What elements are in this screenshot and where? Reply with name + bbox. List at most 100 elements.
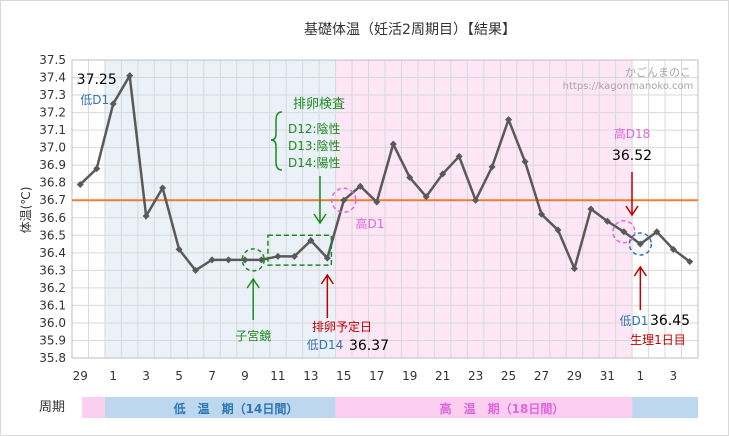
data-point bbox=[653, 228, 661, 236]
inspection-brace bbox=[270, 111, 283, 171]
y-tick-label: 36.6 bbox=[39, 211, 66, 225]
x-tick-label: 1 bbox=[637, 369, 645, 383]
data-point bbox=[373, 198, 381, 206]
high-d18-label: 高D18 bbox=[614, 126, 651, 141]
start-value-label: 37.25 bbox=[77, 72, 117, 88]
y-tick-label: 36.0 bbox=[39, 316, 66, 330]
period-label: 周期 bbox=[39, 400, 65, 415]
series-line bbox=[79, 71, 691, 273]
data-point bbox=[307, 237, 315, 245]
high-phase-bar bbox=[335, 397, 633, 418]
data-point bbox=[455, 152, 463, 160]
data-point bbox=[323, 254, 331, 262]
ovulation-test-box bbox=[267, 234, 333, 266]
ovulation-arrow-head bbox=[320, 273, 334, 285]
low-d14-label: 低D14 bbox=[307, 338, 344, 352]
data-point bbox=[290, 252, 298, 260]
data-point bbox=[570, 265, 578, 273]
data-point bbox=[505, 116, 513, 124]
data-point bbox=[422, 193, 430, 201]
inspection-line: D14:陽性 bbox=[288, 156, 341, 170]
y-tick-label: 37.1 bbox=[39, 123, 66, 137]
data-point bbox=[76, 180, 84, 188]
data-point bbox=[241, 256, 249, 264]
y-tick-label: 37.3 bbox=[39, 88, 66, 102]
x-tick-label: 13 bbox=[303, 369, 318, 383]
y-axis-label: 体温(℃) bbox=[19, 187, 33, 234]
x-tick-label: 23 bbox=[468, 369, 483, 383]
uterine-mirror-label: 子宮鏡 bbox=[235, 328, 271, 343]
x-tick-label: 11 bbox=[270, 369, 285, 383]
inspection-arrow-head bbox=[313, 213, 327, 225]
chart-title: 基礎体温（妊活2周期目）【結果】 bbox=[304, 21, 516, 38]
y-tick-labels: 37.5 37.4 37.3 37.2 37.1 37.0 36.9 36.8 36.7 36.6… bbox=[39, 53, 66, 365]
x-tick-label: 31 bbox=[600, 369, 615, 383]
inspection-line: D13:陰性 bbox=[288, 139, 341, 153]
inspection-line: D12:陰性 bbox=[288, 122, 341, 136]
high-phase-label: 高 温 期（18日間） bbox=[440, 401, 565, 416]
high-d1-marker bbox=[331, 187, 357, 213]
x-tick-label: 5 bbox=[175, 369, 183, 383]
period-arrow-head bbox=[633, 265, 647, 277]
low-d1-label: 低D1 bbox=[80, 93, 109, 107]
high-d18-marker bbox=[612, 220, 636, 244]
data-point bbox=[257, 256, 265, 264]
data-point bbox=[93, 165, 101, 173]
x-tick-label: 29 bbox=[73, 369, 88, 383]
low-phase-bar bbox=[104, 397, 336, 418]
previous-high-bar bbox=[82, 397, 105, 418]
data-point bbox=[472, 196, 480, 204]
data-point bbox=[587, 205, 595, 213]
y-tick-label: 36.5 bbox=[39, 228, 66, 242]
data-point bbox=[109, 100, 117, 108]
data-point bbox=[620, 228, 628, 236]
x-tick-label: 3 bbox=[669, 369, 677, 383]
x-tick-label: 1 bbox=[109, 369, 117, 383]
data-point bbox=[142, 212, 150, 220]
data-point bbox=[669, 245, 677, 253]
x-tick-label: 21 bbox=[435, 369, 450, 383]
inspection-title: 排卵検査 bbox=[293, 97, 345, 112]
data-point bbox=[225, 256, 232, 264]
y-tick-label: 37.4 bbox=[39, 71, 66, 85]
high-d18-value: 36.52 bbox=[612, 148, 652, 164]
data-point bbox=[636, 240, 644, 248]
ovulation-value-label: 36.37 bbox=[349, 338, 389, 354]
x-tick-label: 29 bbox=[567, 369, 582, 383]
data-point bbox=[356, 182, 364, 190]
ovulation-expected-label: 排卵予定日 bbox=[312, 319, 372, 334]
data-point bbox=[126, 72, 134, 80]
x-tick-label: 27 bbox=[534, 369, 549, 383]
data-point bbox=[406, 173, 414, 181]
data-point bbox=[554, 226, 562, 234]
y-tick-label: 36.4 bbox=[39, 246, 66, 260]
data-point bbox=[208, 256, 216, 264]
x-tick-label: 25 bbox=[501, 369, 516, 383]
data-point bbox=[686, 258, 694, 266]
data-point bbox=[340, 196, 348, 204]
y-tick-label: 36.7 bbox=[39, 193, 66, 207]
x-tick-label: 15 bbox=[336, 369, 351, 383]
data-point bbox=[389, 140, 397, 148]
data-point bbox=[603, 217, 611, 225]
low-phase-label: 低 温 期（14日間） bbox=[173, 401, 299, 416]
x-tick-label: 17 bbox=[369, 369, 384, 383]
x-tick-label: 19 bbox=[402, 369, 417, 383]
period-day1-label: 生理1日目 bbox=[630, 333, 686, 347]
y-tick-label: 36.8 bbox=[39, 176, 66, 190]
y-tick-label: 35.8 bbox=[39, 351, 66, 365]
data-point bbox=[175, 245, 183, 253]
plot-border bbox=[71, 59, 699, 359]
data-point bbox=[274, 252, 282, 260]
next-low-value: 36.45 bbox=[650, 313, 690, 329]
x-tick-labels: 29 1 3 5 7 9 11 13 15 17 19 21 23 25 27 29 31 1 3 bbox=[73, 369, 678, 383]
data-point bbox=[159, 184, 167, 192]
y-tick-label: 36.3 bbox=[39, 263, 66, 277]
high-d18-arrow-head bbox=[625, 205, 639, 217]
data-point bbox=[439, 170, 447, 178]
watermark-name: かごんまのこ bbox=[625, 65, 691, 79]
next-low-bar bbox=[632, 397, 698, 418]
y-tick-label: 36.1 bbox=[39, 298, 66, 312]
uterine-mirror-arrow-head bbox=[246, 277, 260, 289]
